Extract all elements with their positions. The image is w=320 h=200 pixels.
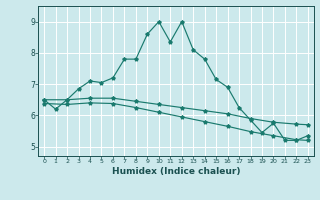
X-axis label: Humidex (Indice chaleur): Humidex (Indice chaleur) [112,167,240,176]
